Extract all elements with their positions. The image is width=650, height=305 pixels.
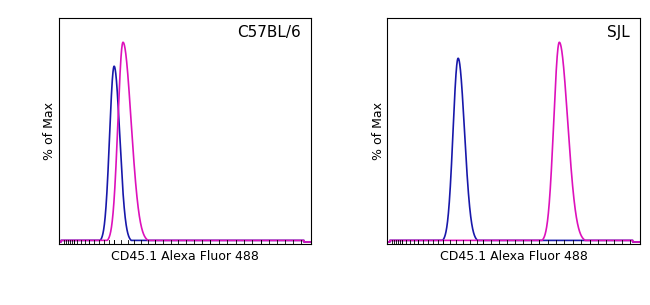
Y-axis label: % of Max: % of Max bbox=[372, 102, 385, 160]
Text: SJL: SJL bbox=[607, 25, 630, 40]
X-axis label: CD45.1 Alexa Fluor 488: CD45.1 Alexa Fluor 488 bbox=[111, 249, 259, 263]
Y-axis label: % of Max: % of Max bbox=[43, 102, 56, 160]
Text: C57BL/6: C57BL/6 bbox=[237, 25, 302, 40]
X-axis label: CD45.1 Alexa Fluor 488: CD45.1 Alexa Fluor 488 bbox=[440, 249, 588, 263]
